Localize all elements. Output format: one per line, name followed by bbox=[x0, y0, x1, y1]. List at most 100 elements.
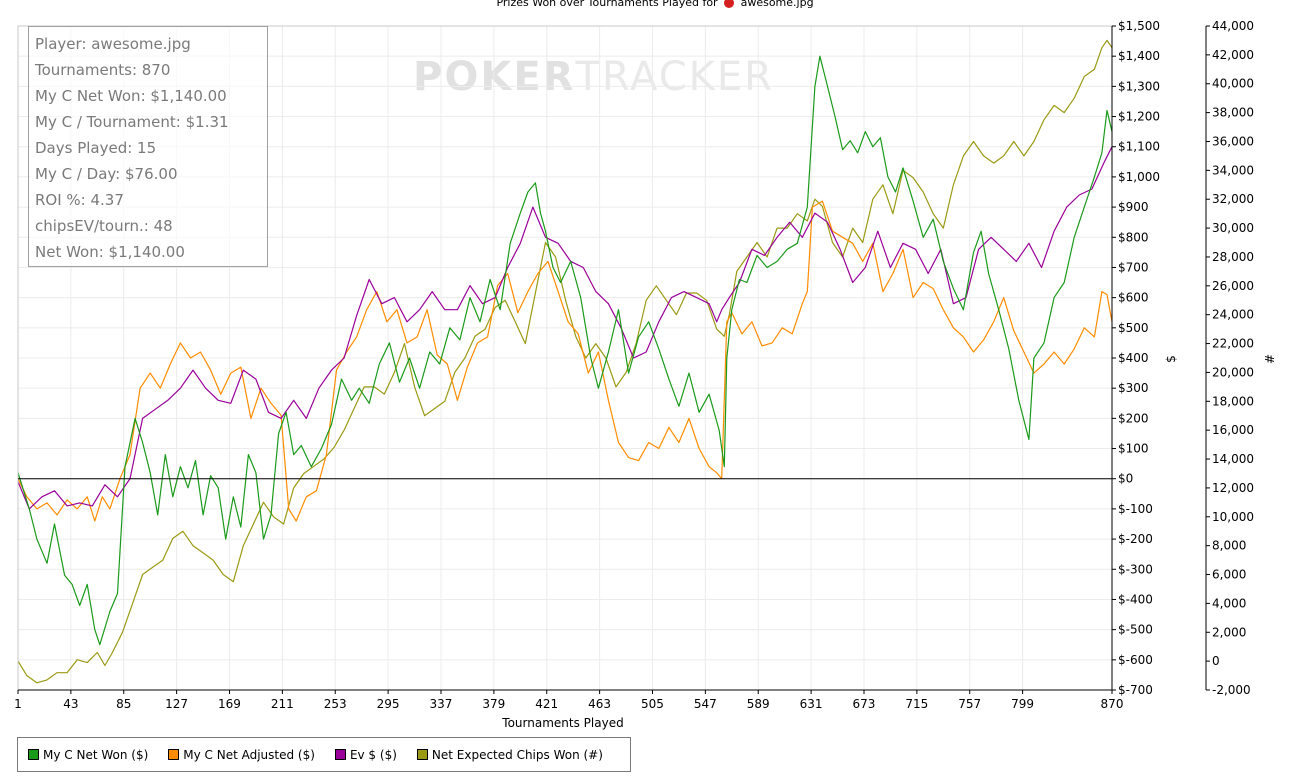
right-y-tick-label: 8,000 bbox=[1212, 539, 1246, 553]
legend-swatch bbox=[334, 749, 346, 760]
series-line-my-c-net-won bbox=[17, 55, 1113, 646]
x-tick-label: 631 bbox=[800, 697, 823, 711]
legend-item-my-c-net-adjusted[interactable]: My C Net Adjusted ($) bbox=[168, 748, 315, 762]
right-y-tick-label: 44,000 bbox=[1212, 19, 1254, 33]
stat-roi: ROI %: 4.37 bbox=[35, 191, 124, 209]
right-y-tick-label: 10,000 bbox=[1212, 510, 1254, 524]
legend-label: My C Net Adjusted ($) bbox=[183, 747, 315, 762]
x-tick-label: 127 bbox=[165, 697, 188, 711]
legend-item-my-c-net-won[interactable]: My C Net Won ($) bbox=[28, 748, 148, 762]
legend-swatch bbox=[168, 749, 180, 760]
right-y-tick-label: 4,000 bbox=[1212, 596, 1246, 610]
left-y-tick-label: $900 bbox=[1118, 200, 1149, 214]
left-y-tick-label: $-700 bbox=[1118, 683, 1153, 697]
series-line-ev bbox=[17, 146, 1113, 510]
right-y-tick-label: 0 bbox=[1212, 654, 1220, 668]
right-y-tick-label: 22,000 bbox=[1212, 337, 1254, 351]
left-y-tick-label: $-200 bbox=[1118, 532, 1153, 546]
watermark-part2: TRACKER bbox=[575, 54, 774, 100]
x-tick-label: 547 bbox=[694, 697, 717, 711]
right-y-tick-label: 16,000 bbox=[1212, 423, 1254, 437]
left-y-tick-label: $-600 bbox=[1118, 653, 1153, 667]
x-tick-label: 85 bbox=[116, 697, 131, 711]
x-tick-label: 715 bbox=[905, 697, 928, 711]
left-y-tick-label: $200 bbox=[1118, 411, 1149, 425]
left-y-tick-label: $400 bbox=[1118, 351, 1149, 365]
legend-item-ev-dollars[interactable]: Ev $ ($) bbox=[334, 748, 397, 762]
x-tick-label: 43 bbox=[63, 697, 78, 711]
left-y-tick-label: $600 bbox=[1118, 291, 1149, 305]
right-y-tick-label: 2,000 bbox=[1212, 625, 1246, 639]
right-y-tick-label: 38,000 bbox=[1212, 106, 1254, 120]
right-y-tick-label: 18,000 bbox=[1212, 394, 1254, 408]
right-y-tick-label: 12,000 bbox=[1212, 481, 1254, 495]
right-y-tick-label: 26,000 bbox=[1212, 279, 1254, 293]
x-tick-label: 379 bbox=[482, 697, 505, 711]
chart-title: Prizes Won over Tournaments Played for a… bbox=[0, 0, 1294, 9]
player-stats-box: Player: awesome.jpg Tournaments: 870 My … bbox=[28, 26, 268, 267]
x-tick-label: 169 bbox=[218, 697, 241, 711]
left-y-tick-label: $-500 bbox=[1118, 623, 1153, 637]
x-tick-label: 673 bbox=[853, 697, 876, 711]
stat-tournaments: Tournaments: 870 bbox=[35, 61, 171, 79]
left-y-tick-label: $700 bbox=[1118, 260, 1149, 274]
right-y-tick-label: 36,000 bbox=[1212, 134, 1254, 148]
left-y-axis-title: $ bbox=[1164, 355, 1178, 363]
left-y-tick-label: $300 bbox=[1118, 381, 1149, 395]
left-y-tick-label: $1,400 bbox=[1118, 49, 1160, 63]
series-line-my-c-net-adjusted bbox=[17, 200, 1113, 522]
right-y-tick-label: 32,000 bbox=[1212, 192, 1254, 206]
stat-days-played: Days Played: 15 bbox=[35, 139, 157, 157]
left-y-tick-label: $0 bbox=[1118, 472, 1133, 486]
grid bbox=[17, 25, 1113, 691]
x-tick-label: 757 bbox=[958, 697, 981, 711]
x-tick-label: 211 bbox=[271, 697, 294, 711]
left-y-tick-label: $-100 bbox=[1118, 502, 1153, 516]
right-y-tick-label: 40,000 bbox=[1212, 77, 1254, 91]
x-tick-label: 463 bbox=[588, 697, 611, 711]
x-tick-label: 870 bbox=[1101, 697, 1124, 711]
stat-player: Player: awesome.jpg bbox=[35, 35, 191, 53]
legend-swatch bbox=[28, 749, 39, 760]
right-y-tick-label: 24,000 bbox=[1212, 308, 1254, 322]
x-axis-title: Tournaments Played bbox=[501, 716, 623, 730]
right-y-tick-label: 6,000 bbox=[1212, 568, 1246, 582]
left-y-tick-label: $100 bbox=[1118, 442, 1149, 456]
x-tick-label: 295 bbox=[377, 697, 400, 711]
right-y-tick-label: 28,000 bbox=[1212, 250, 1254, 264]
x-tick-label: 253 bbox=[324, 697, 347, 711]
legend-item-net-expected-chips[interactable]: Net Expected Chips Won (#) bbox=[416, 747, 603, 762]
x-tick-label: 589 bbox=[747, 697, 770, 711]
right-y-tick-label: 20,000 bbox=[1212, 365, 1254, 379]
left-y-tick-label: $1,100 bbox=[1118, 140, 1160, 154]
stat-chips-ev: chipsEV/tourn.: 48 bbox=[35, 217, 173, 235]
right-y-tick-label: -2,000 bbox=[1212, 683, 1251, 697]
left-y-tick-label: $1,200 bbox=[1118, 110, 1160, 124]
series-line-net-expected-chips-won bbox=[17, 39, 1113, 684]
right-y-tick-label: 34,000 bbox=[1212, 163, 1254, 177]
left-y-tick-label: $1,000 bbox=[1118, 170, 1160, 184]
x-tick-label: 421 bbox=[535, 697, 558, 711]
stat-net-won: My C Net Won: $1,140.00 bbox=[35, 87, 227, 105]
stat-per-day: My C / Day: $76.00 bbox=[35, 165, 178, 183]
left-y-tick-label: $-400 bbox=[1118, 592, 1153, 606]
left-y-tick-label: $-300 bbox=[1118, 562, 1153, 576]
chart-title-player: awesome.jpg bbox=[740, 0, 814, 9]
left-y-tick-label: $1,300 bbox=[1118, 79, 1160, 93]
right-y-tick-label: 42,000 bbox=[1212, 48, 1254, 62]
right-y-tick-label: 30,000 bbox=[1212, 221, 1254, 235]
stat-total-net-won: Net Won: $1,140.00 bbox=[35, 243, 185, 261]
left-y-tick-label: $800 bbox=[1118, 230, 1149, 244]
legend-swatch bbox=[416, 749, 428, 760]
x-tick-label: 505 bbox=[641, 697, 664, 711]
series-lines bbox=[17, 39, 1113, 684]
legend-label: Net Expected Chips Won (#) bbox=[431, 747, 603, 762]
x-tick-label: 1 bbox=[14, 697, 22, 711]
poker-chip-icon bbox=[724, 0, 735, 8]
left-y-tick-label: $500 bbox=[1118, 321, 1149, 335]
left-y-tick-label: $1,500 bbox=[1118, 19, 1160, 33]
right-y-tick-label: 14,000 bbox=[1212, 452, 1254, 466]
right-y-axis-title: # bbox=[1263, 354, 1277, 364]
x-tick-label: 337 bbox=[430, 697, 453, 711]
